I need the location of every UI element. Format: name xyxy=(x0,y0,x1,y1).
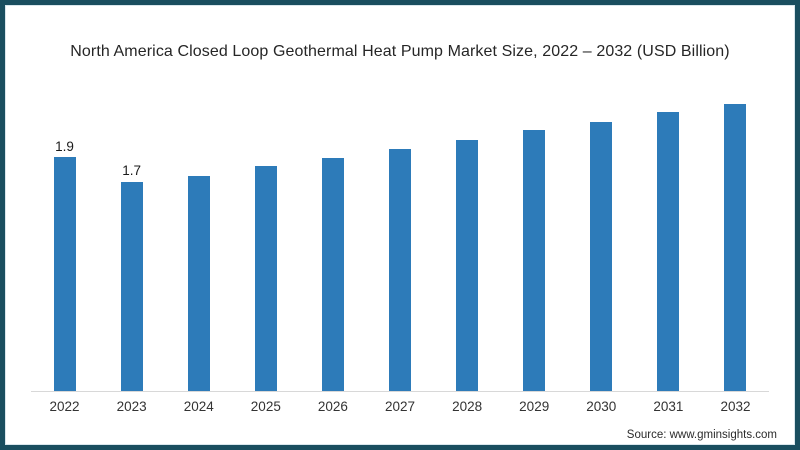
x-axis-tick-label: 2032 xyxy=(720,399,751,414)
x-axis-tick-label: 2030 xyxy=(586,399,617,414)
bar xyxy=(53,157,76,391)
bar xyxy=(456,139,479,391)
bar xyxy=(187,175,210,391)
bar-value-label: 1.7 xyxy=(122,163,142,179)
bar-column xyxy=(232,71,299,391)
plot-area: 1.9 1.7 xyxy=(31,71,769,391)
bar xyxy=(254,165,277,391)
bar xyxy=(523,130,546,391)
x-axis-labels: 2022 2023 2024 2025 2026 2027 2028 2029 2030 2031… xyxy=(31,399,769,415)
x-axis-tick-label: 2023 xyxy=(116,399,147,414)
bar-column xyxy=(501,71,568,391)
bar-column xyxy=(635,71,702,391)
x-axis-tick-label: 2031 xyxy=(653,399,684,414)
x-axis-tick-label: 2028 xyxy=(452,399,483,414)
bar-column xyxy=(299,71,366,391)
source-note: Source: www.gminsights.com xyxy=(626,429,777,441)
x-axis-tick-label: 2029 xyxy=(519,399,550,414)
bar xyxy=(389,148,412,391)
x-axis-tick-label: 2024 xyxy=(183,399,214,414)
chart-title: North America Closed Loop Geothermal Hea… xyxy=(70,43,730,60)
bar-column: 1.7 xyxy=(98,71,165,391)
bar-column: 1.9 xyxy=(31,71,98,391)
bar-column xyxy=(366,71,433,391)
bar xyxy=(590,121,613,391)
bar xyxy=(321,158,344,391)
x-axis-tick-label: 2027 xyxy=(384,399,416,414)
bar-value-label: 1.9 xyxy=(55,138,74,154)
x-axis-tick-label: 2025 xyxy=(250,399,281,414)
bar xyxy=(657,111,680,391)
x-axis-tick-label: 2026 xyxy=(317,399,348,414)
bar-column xyxy=(165,71,232,391)
bar-column xyxy=(702,71,769,391)
x-axis-tick-label: 2022 xyxy=(49,399,80,414)
x-axis-line xyxy=(31,391,769,392)
bar xyxy=(724,104,747,391)
bar-column xyxy=(568,71,635,391)
bar-column xyxy=(434,71,501,391)
bar xyxy=(120,181,143,391)
